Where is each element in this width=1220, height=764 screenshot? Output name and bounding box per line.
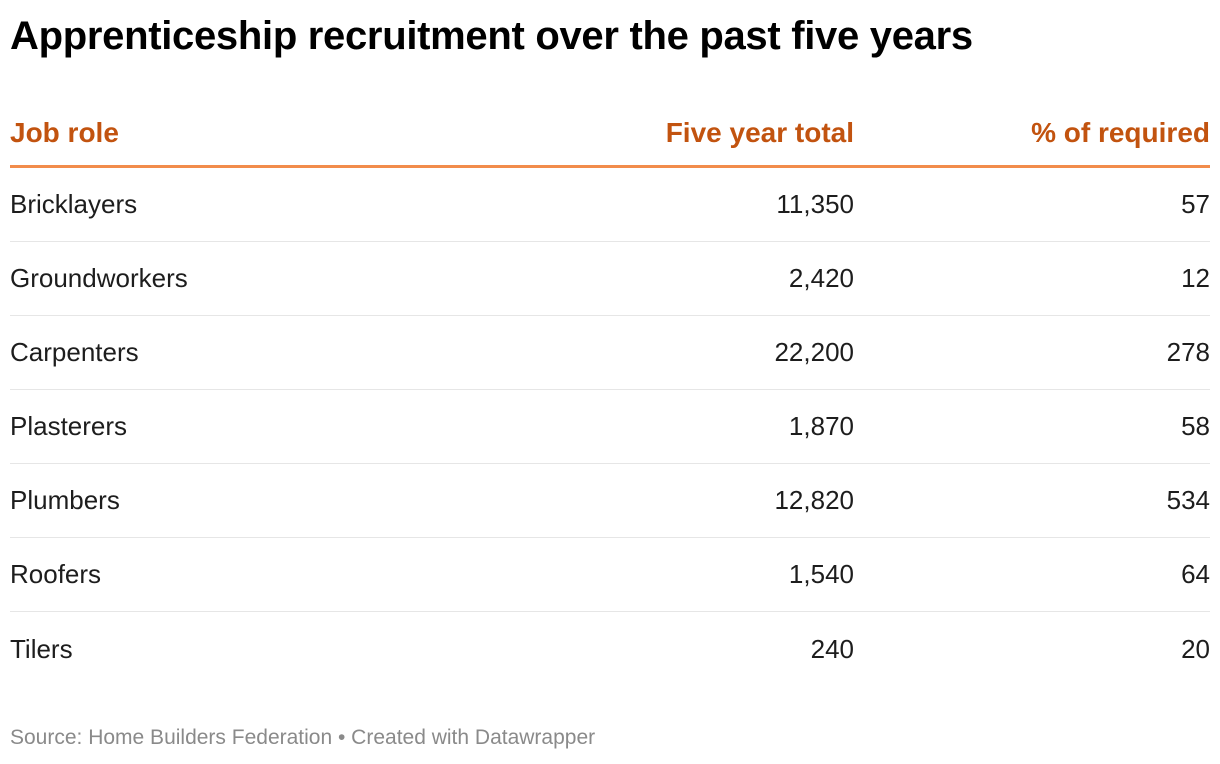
cell-job-role: Groundworkers <box>10 263 188 293</box>
column-header-job-role[interactable]: Job role <box>10 116 119 148</box>
table-row: Tilers 240 20 <box>10 612 1210 686</box>
table-row: Carpenters 22,200 278 <box>10 316 1210 390</box>
data-table: Job role Five year total % of required B… <box>10 100 1210 686</box>
cell-job-role: Plumbers <box>10 485 120 515</box>
cell-percent-required: 20 <box>1181 633 1210 664</box>
table-row: Bricklayers 11,350 57 <box>10 168 1210 242</box>
table-row: Groundworkers 2,420 12 <box>10 242 1210 316</box>
column-header-five-year-total[interactable]: Five year total <box>665 116 854 148</box>
table-header-row: Job role Five year total % of required <box>10 100 1210 168</box>
table-row: Plumbers 12,820 534 <box>10 464 1210 538</box>
cell-five-year-total: 1,870 <box>788 411 854 441</box>
cell-five-year-total: 240 <box>810 633 854 664</box>
cell-five-year-total: 22,200 <box>774 337 854 367</box>
column-header-percent-required[interactable]: % of required <box>1031 116 1210 148</box>
cell-five-year-total: 11,350 <box>776 189 854 219</box>
cell-five-year-total: 1,540 <box>788 559 854 589</box>
source-footer: Source: Home Builders Federation • Creat… <box>10 726 596 749</box>
cell-job-role: Bricklayers <box>10 189 138 219</box>
cell-five-year-total: 12,820 <box>774 485 854 515</box>
cell-percent-required: 12 <box>1181 263 1210 293</box>
cell-job-role: Tilers <box>10 633 73 664</box>
cell-percent-required: 278 <box>1166 337 1210 367</box>
cell-percent-required: 64 <box>1181 559 1210 589</box>
cell-percent-required: 58 <box>1181 411 1210 441</box>
cell-job-role: Plasterers <box>10 411 128 441</box>
table-row: Roofers 1,540 64 <box>10 538 1210 612</box>
cell-percent-required: 57 <box>1181 189 1210 219</box>
cell-five-year-total: 2,420 <box>788 263 854 293</box>
cell-job-role: Roofers <box>10 559 102 589</box>
cell-job-role: Carpenters <box>10 337 139 367</box>
table-row: Plasterers 1,870 58 <box>10 390 1210 464</box>
cell-percent-required: 534 <box>1166 485 1210 515</box>
chart-title: Apprenticeship recruitment over the past… <box>10 14 973 58</box>
